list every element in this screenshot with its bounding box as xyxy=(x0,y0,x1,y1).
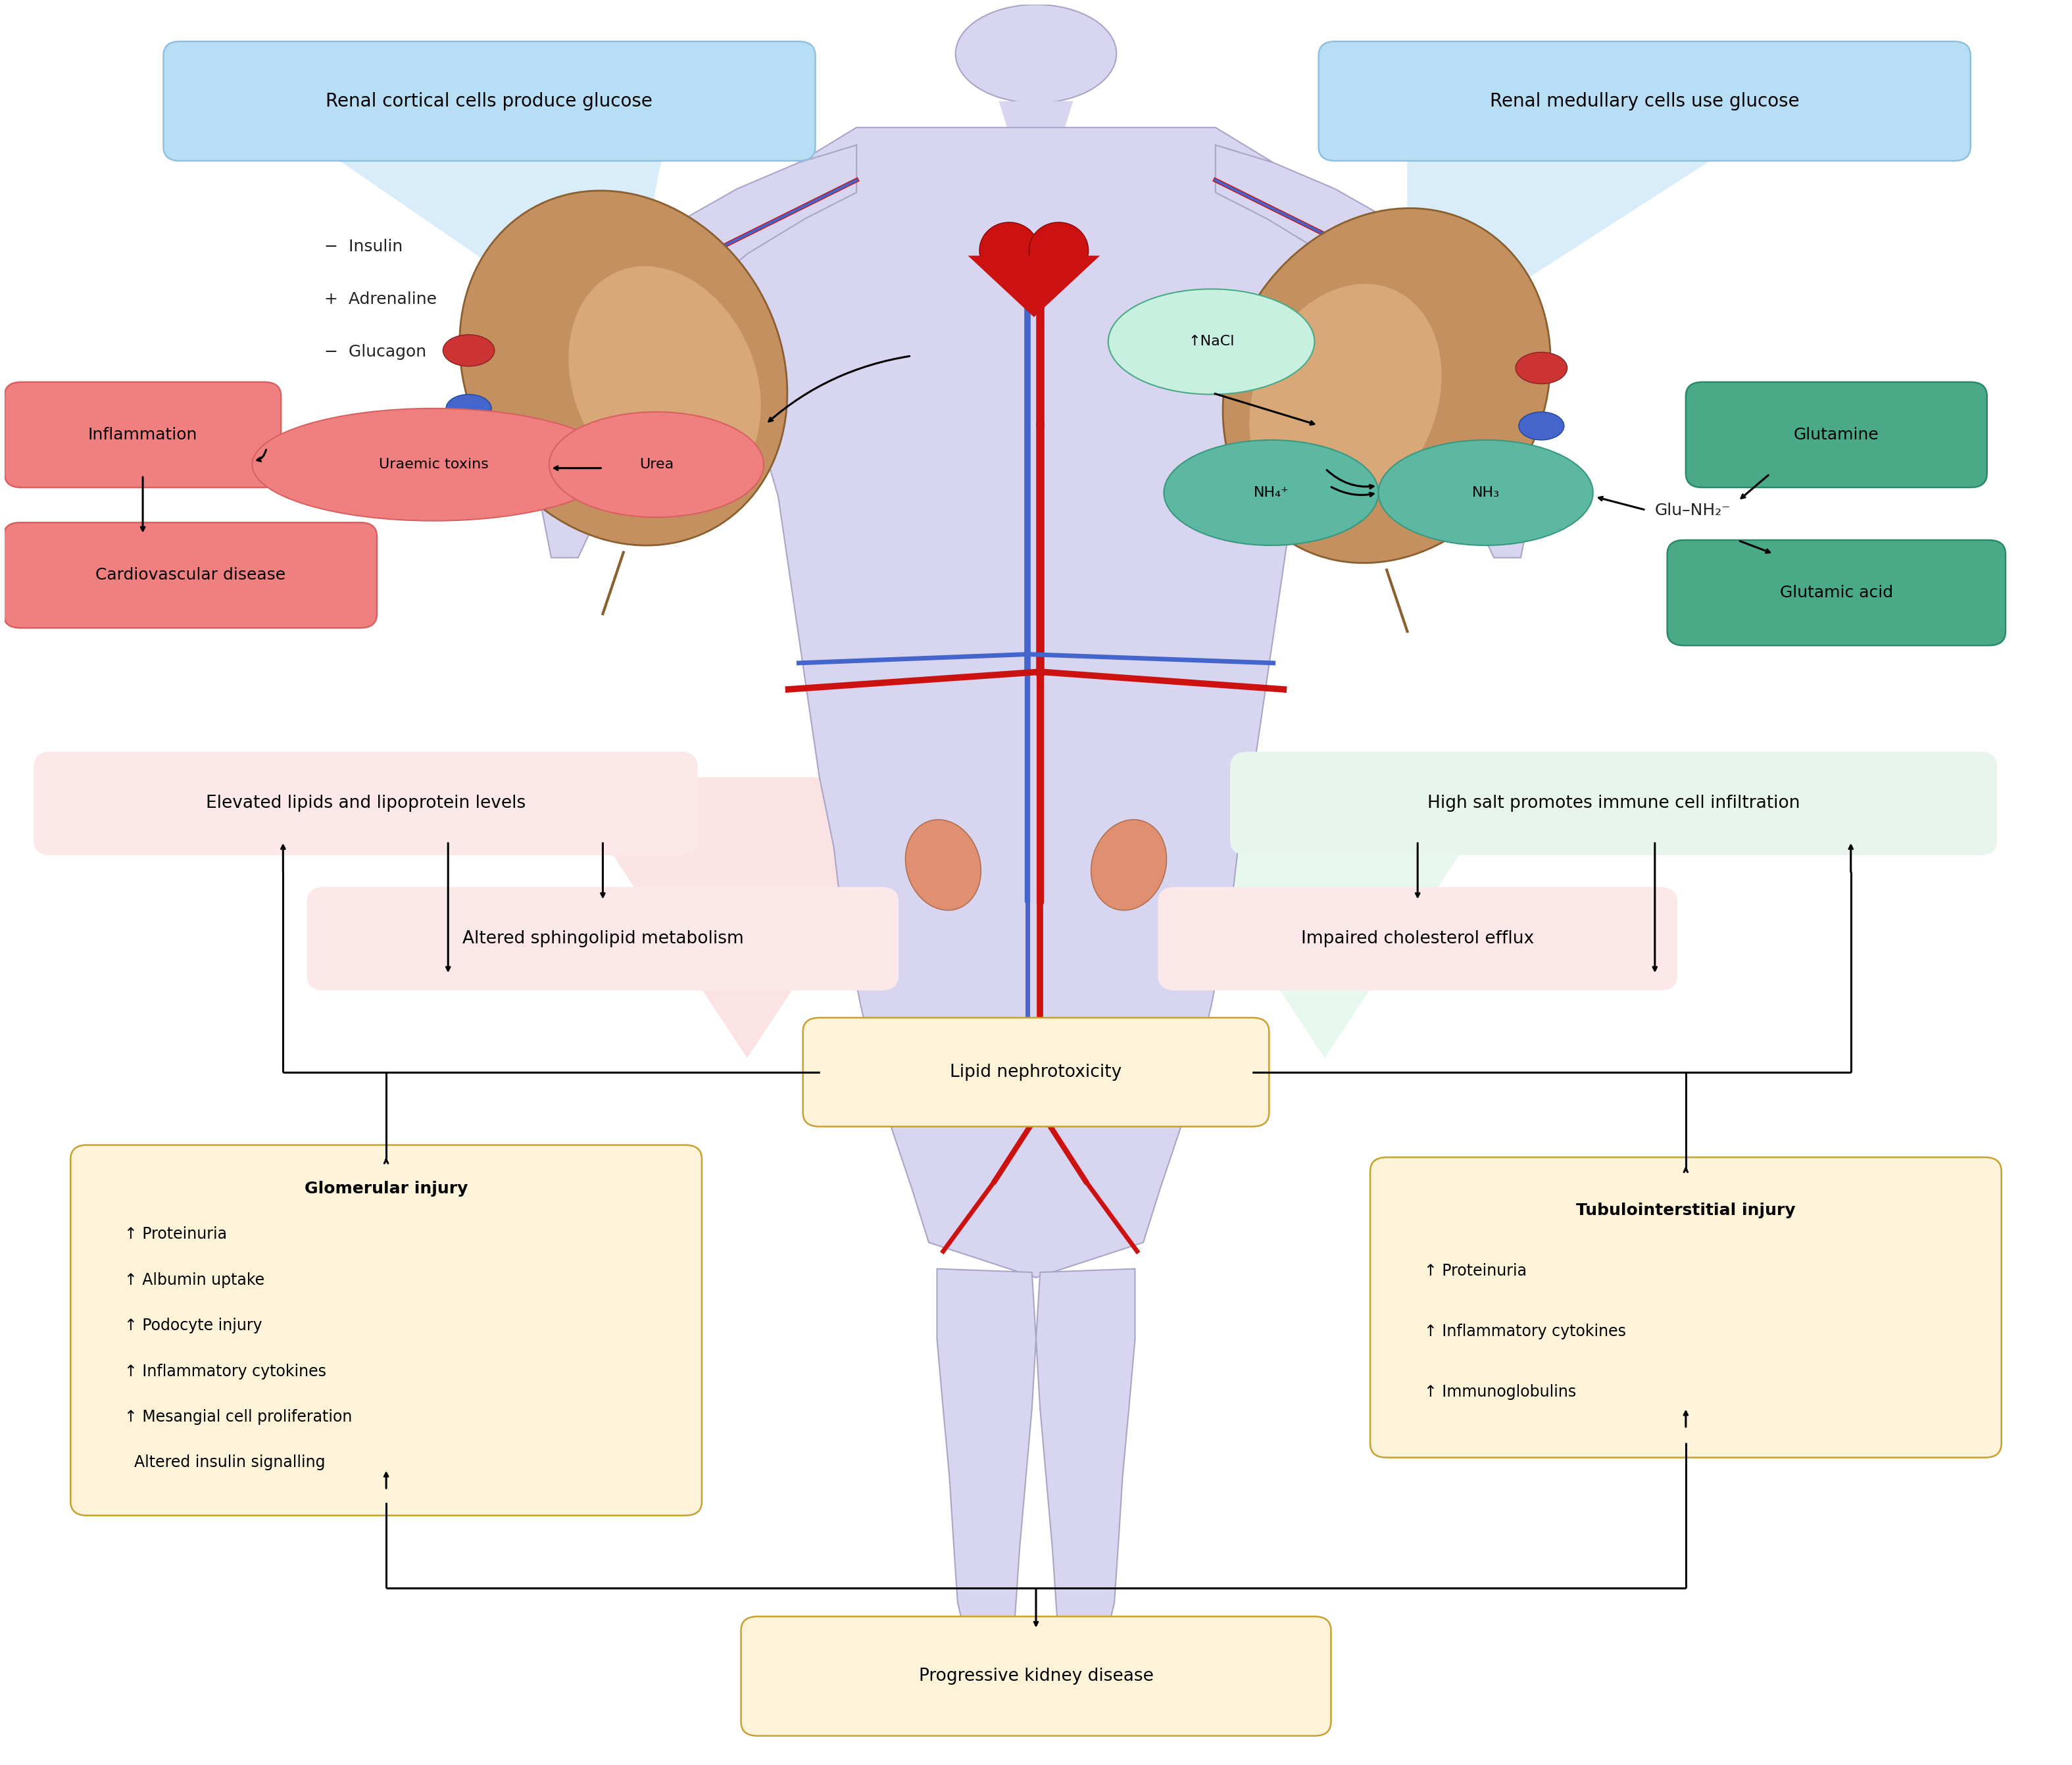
Ellipse shape xyxy=(445,394,491,422)
Text: Cardiovascular disease: Cardiovascular disease xyxy=(95,567,286,582)
FancyBboxPatch shape xyxy=(742,1617,1330,1735)
Text: Altered sphingolipid metabolism: Altered sphingolipid metabolism xyxy=(462,930,744,948)
FancyBboxPatch shape xyxy=(309,888,897,990)
Ellipse shape xyxy=(1109,289,1314,394)
Ellipse shape xyxy=(980,222,1038,279)
Text: Tubulointerstitial injury: Tubulointerstitial injury xyxy=(1577,1202,1796,1218)
FancyBboxPatch shape xyxy=(1687,381,1987,487)
FancyBboxPatch shape xyxy=(1318,41,1970,161)
Text: ↑ Proteinuria: ↑ Proteinuria xyxy=(124,1227,226,1243)
FancyBboxPatch shape xyxy=(70,1145,702,1516)
Ellipse shape xyxy=(460,191,787,545)
Polygon shape xyxy=(1140,777,1510,1057)
Text: Elevated lipids and lipoprotein levels: Elevated lipids and lipoprotein levels xyxy=(205,794,526,812)
Text: ↑NaCl: ↑NaCl xyxy=(1187,335,1235,348)
Text: Glomerular injury: Glomerular injury xyxy=(305,1181,468,1197)
FancyBboxPatch shape xyxy=(1668,540,2006,646)
Text: Uraemic toxins: Uraemic toxins xyxy=(379,459,489,471)
Text: ↑ Proteinuria: ↑ Proteinuria xyxy=(1423,1264,1527,1280)
Ellipse shape xyxy=(1092,819,1167,911)
Polygon shape xyxy=(1036,1269,1135,1664)
FancyBboxPatch shape xyxy=(1231,752,1995,854)
Text: ↑ Podocyte injury: ↑ Podocyte injury xyxy=(124,1318,261,1334)
Polygon shape xyxy=(999,101,1073,127)
Ellipse shape xyxy=(1249,284,1442,515)
Ellipse shape xyxy=(549,411,765,517)
Text: ↑ Mesangial cell proliferation: ↑ Mesangial cell proliferation xyxy=(124,1408,352,1424)
Text: Glu–NH₂⁻: Glu–NH₂⁻ xyxy=(1656,503,1730,519)
Text: ↑ Inflammatory cytokines: ↑ Inflammatory cytokines xyxy=(124,1363,325,1378)
Ellipse shape xyxy=(905,819,980,911)
Text: ↑ Albumin uptake: ↑ Albumin uptake xyxy=(124,1273,265,1288)
Text: Inflammation: Inflammation xyxy=(89,427,197,443)
FancyBboxPatch shape xyxy=(4,381,282,487)
Polygon shape xyxy=(968,256,1100,318)
Polygon shape xyxy=(1216,145,1531,558)
Text: NH₃: NH₃ xyxy=(1471,485,1500,499)
FancyBboxPatch shape xyxy=(1158,888,1676,990)
Text: Glutamic acid: Glutamic acid xyxy=(1780,584,1894,600)
Ellipse shape xyxy=(955,5,1117,102)
Ellipse shape xyxy=(253,408,615,521)
Ellipse shape xyxy=(1222,208,1550,563)
FancyBboxPatch shape xyxy=(802,1018,1270,1126)
Polygon shape xyxy=(562,777,932,1057)
Text: +  Adrenaline: + Adrenaline xyxy=(325,291,437,307)
Text: −  Glucagon: − Glucagon xyxy=(325,344,427,360)
Text: Urea: Urea xyxy=(640,459,673,471)
Ellipse shape xyxy=(568,267,760,498)
Polygon shape xyxy=(1407,143,1738,357)
Text: Progressive kidney disease: Progressive kidney disease xyxy=(918,1668,1154,1686)
Ellipse shape xyxy=(1515,353,1566,383)
Text: Glutamine: Glutamine xyxy=(1794,427,1879,443)
Polygon shape xyxy=(937,1269,1036,1664)
Text: ↑ Immunoglobulins: ↑ Immunoglobulins xyxy=(1423,1384,1577,1400)
Text: Altered insulin signalling: Altered insulin signalling xyxy=(124,1454,325,1470)
Ellipse shape xyxy=(1519,411,1564,439)
Text: −  Insulin: − Insulin xyxy=(325,238,402,254)
Text: Lipid nephrotoxicity: Lipid nephrotoxicity xyxy=(951,1064,1121,1080)
Text: ↑ Inflammatory cytokines: ↑ Inflammatory cytokines xyxy=(1423,1324,1627,1340)
Ellipse shape xyxy=(1164,439,1378,545)
Polygon shape xyxy=(541,145,856,558)
Text: Impaired cholesterol efflux: Impaired cholesterol efflux xyxy=(1301,930,1533,948)
FancyBboxPatch shape xyxy=(1370,1158,2002,1458)
Text: High salt promotes immune cell infiltration: High salt promotes immune cell infiltrat… xyxy=(1428,794,1801,812)
Polygon shape xyxy=(315,143,665,357)
Text: NH₄⁺: NH₄⁺ xyxy=(1254,485,1289,499)
Ellipse shape xyxy=(443,335,495,367)
Text: Renal medullary cells use glucose: Renal medullary cells use glucose xyxy=(1490,92,1798,111)
FancyBboxPatch shape xyxy=(35,752,696,854)
Ellipse shape xyxy=(1030,222,1088,279)
Text: Renal cortical cells produce glucose: Renal cortical cells produce glucose xyxy=(325,92,653,111)
Ellipse shape xyxy=(1378,439,1593,545)
Polygon shape xyxy=(727,127,1345,1278)
FancyBboxPatch shape xyxy=(164,41,814,161)
FancyBboxPatch shape xyxy=(4,522,377,628)
